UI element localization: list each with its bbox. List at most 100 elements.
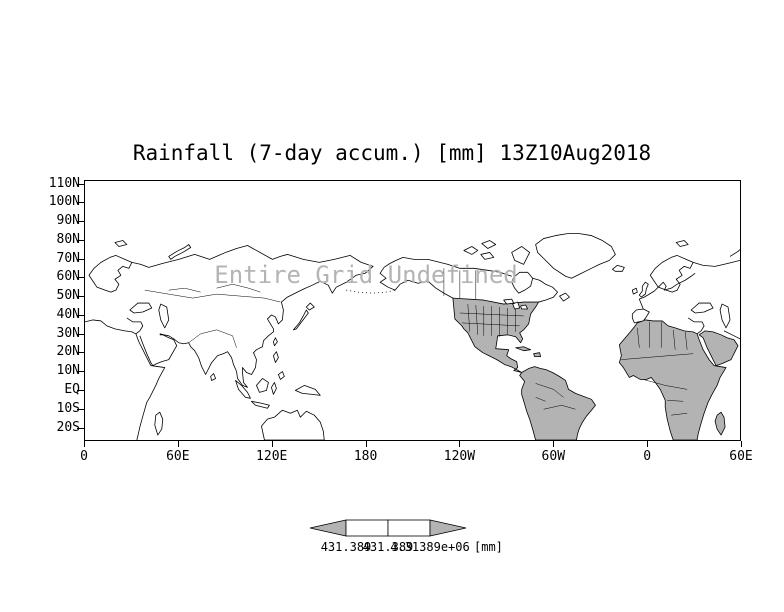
borders-africa: [621, 321, 694, 416]
y-tick-mark: [77, 296, 84, 298]
island-ireland: [631, 287, 638, 295]
island-hispaniola: [533, 352, 542, 358]
y-tick-label: 90N: [56, 213, 80, 229]
y-tick-mark: [77, 371, 84, 373]
island-svalbard-left: [114, 240, 128, 247]
y-tick-mark: [77, 408, 84, 410]
undefined-grid-watermark: Entire Grid Undefined: [214, 261, 518, 289]
island-java: [251, 400, 270, 409]
x-tick-mark: [365, 441, 367, 447]
y-tick-label: 100N: [48, 194, 80, 210]
island-cuba: [515, 346, 532, 352]
island-chain-aleutians: [346, 289, 397, 294]
landmass-madagascar: [714, 411, 726, 436]
x-tick-label: 0: [643, 449, 652, 464]
x-tick-label: 60E: [166, 449, 190, 464]
island-baffin: [511, 246, 531, 265]
landmass-greenland: [535, 233, 616, 279]
coast-iran-gulf-right: [723, 330, 740, 340]
island-hokkaido: [305, 302, 315, 311]
coast-eurasia: [131, 245, 374, 388]
island-taiwan: [273, 337, 278, 347]
y-tick-mark: [77, 221, 84, 223]
map-frame: Entire Grid Undefined: [84, 180, 741, 441]
x-tick-label: 0: [80, 449, 88, 464]
landmass-scandinavia-right: [649, 255, 694, 293]
island-honshu: [292, 309, 309, 331]
y-tick-mark: [77, 239, 84, 241]
colorbar-shape: [309, 519, 467, 537]
colorbar-unit-label: [mm]: [474, 540, 503, 554]
coast-canada-arctic: [402, 257, 512, 277]
x-tick-mark: [84, 441, 85, 447]
outlined-landmasses: [88, 233, 731, 440]
coast-novaya-right: [729, 249, 740, 257]
colorbar-segment-2: [387, 519, 431, 537]
x-tick-label: 120W: [443, 449, 476, 464]
y-tick-mark: [77, 427, 84, 429]
y-tick-label: EQ: [64, 381, 80, 397]
coast-russia-right: [693, 260, 740, 267]
world-map: [85, 233, 740, 440]
borders-canada: [443, 268, 477, 300]
island-madagascar-left: [154, 411, 164, 436]
y-tick-label: 20N: [56, 344, 80, 360]
sea-black-right: [690, 302, 714, 314]
island-luzon: [273, 351, 279, 363]
borders-usa: [459, 304, 524, 337]
borders-asia: [144, 283, 281, 348]
y-tick-label: 40N: [56, 306, 80, 322]
island-sumatra: [235, 380, 251, 399]
y-tick-label: 50N: [56, 288, 80, 304]
borders-south-america: [535, 383, 576, 410]
x-tick-mark: [553, 441, 555, 447]
x-tick-label: 60W: [541, 449, 566, 464]
coast-africa-left: [85, 319, 166, 440]
y-tick-mark: [77, 183, 84, 185]
y-tick-label: 20S: [56, 419, 80, 435]
coast-west-europe: [638, 272, 696, 310]
island-ceylon: [210, 373, 216, 381]
plot-title: Rainfall (7-day accum.) [mm] 13Z10Aug201…: [132, 141, 652, 165]
x-tick-mark: [740, 441, 742, 447]
lake-erie-ontario: [520, 304, 529, 310]
landmass-north-america-south: [452, 297, 540, 373]
y-tick-mark: [77, 202, 84, 204]
y-tick-mark: [77, 389, 84, 391]
arctic-island-2: [481, 240, 497, 249]
y-tick-mark: [77, 258, 84, 260]
landmass-scandinavia-left: [88, 255, 133, 293]
x-tick-label: 180: [353, 449, 378, 464]
colorbar-tick-label: 431.389: [320, 540, 372, 554]
island-svalbard-right: [675, 240, 689, 247]
sea-hudson-bay: [511, 271, 534, 294]
coast-alaska-pacific: [379, 267, 454, 299]
x-tick-label: 120E: [256, 449, 288, 464]
coast-levant-right: [687, 317, 705, 335]
island-new-guinea: [294, 385, 321, 396]
y-tick-mark: [77, 277, 84, 279]
island-sulawesi: [271, 382, 277, 395]
lake-michigan-huron: [512, 301, 521, 310]
landmass-australia-partial: [261, 409, 325, 440]
landmass-africa: [618, 319, 727, 440]
y-tick-label: 70N: [56, 250, 80, 266]
y-tick-label: 10S: [56, 400, 80, 416]
colorbar-segment-1: [345, 519, 389, 537]
sea-caspian-left: [158, 303, 170, 329]
y-tick-label: 60N: [56, 269, 80, 285]
colorbar-tick-label: 431.389: [362, 540, 414, 554]
x-tick-mark: [177, 441, 179, 447]
island-novaya-zemlya: [168, 244, 192, 260]
coast-alaska-north: [383, 257, 404, 268]
x-tick-label: 60E: [729, 449, 753, 464]
y-tick-mark: [77, 314, 84, 316]
landmass-arabia: [698, 330, 739, 366]
arctic-island-3: [480, 252, 495, 260]
y-tick-label: 30N: [56, 325, 80, 341]
island-borneo: [256, 378, 269, 393]
coast-arabia-left: [139, 334, 178, 366]
coastlines: [85, 245, 740, 440]
island-mindanao: [278, 371, 285, 380]
